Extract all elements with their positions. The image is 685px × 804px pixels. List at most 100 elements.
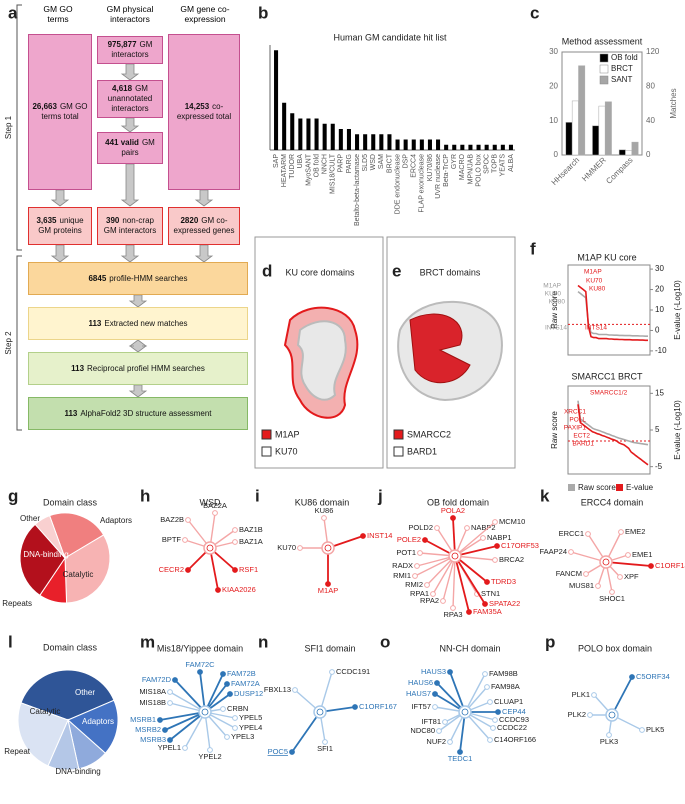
column-header: GM gene co-expression bbox=[165, 4, 245, 24]
x-tick-label: NNCH bbox=[321, 154, 328, 174]
network-node bbox=[434, 525, 440, 531]
box-text: 2820 bbox=[180, 216, 199, 225]
network-edge bbox=[414, 555, 456, 577]
step-label: Step 2 bbox=[4, 331, 13, 355]
network-label: BAZ2B bbox=[160, 515, 184, 524]
network-label: MUS81 bbox=[569, 581, 594, 590]
network-label: NABP2 bbox=[471, 523, 496, 532]
step-label: Step 1 bbox=[4, 115, 13, 139]
network-label: NUF2 bbox=[426, 737, 446, 746]
network-node bbox=[220, 706, 226, 712]
panel-frame bbox=[254, 236, 384, 469]
pie-label: Adaptors bbox=[82, 717, 114, 726]
panel-letter: j bbox=[377, 486, 383, 505]
network-hub bbox=[451, 552, 459, 560]
network-label: BPTF bbox=[162, 535, 182, 544]
network-label: XPF bbox=[624, 572, 639, 581]
network-node bbox=[432, 691, 438, 697]
network-node bbox=[182, 745, 188, 751]
network-edge bbox=[159, 711, 206, 721]
legend-swatch bbox=[261, 429, 272, 440]
network-label: INST14 bbox=[367, 531, 392, 540]
network-label: YPEL4 bbox=[239, 723, 262, 732]
network-label: PLK5 bbox=[646, 725, 664, 734]
network-node bbox=[289, 749, 295, 755]
bar bbox=[379, 134, 384, 150]
bar bbox=[395, 139, 400, 150]
network-node bbox=[232, 539, 238, 545]
box-text: GM GO bbox=[43, 4, 73, 14]
x-tick-label: POLO box bbox=[475, 154, 482, 187]
network-node bbox=[329, 669, 335, 675]
network-edge bbox=[442, 555, 456, 602]
pie-label: Catalytic bbox=[30, 707, 61, 716]
box-text: GM gene co- bbox=[180, 4, 230, 14]
bar bbox=[565, 122, 573, 156]
network-edge bbox=[454, 521, 496, 557]
network-node bbox=[360, 533, 366, 539]
box-text: AlphaFold2 3D structure assessment bbox=[80, 408, 212, 418]
bar bbox=[598, 105, 606, 156]
network-title: OB fold domain bbox=[427, 497, 489, 507]
chart-title: Domain class bbox=[43, 642, 98, 652]
y-axis-label: Raw score bbox=[550, 291, 559, 329]
protein-ku70 bbox=[296, 320, 347, 401]
y-tick-label: 30 bbox=[549, 47, 558, 56]
pie-label: Repeat bbox=[4, 747, 31, 756]
box-content: 6845 profile-HMM searches bbox=[88, 274, 187, 284]
flow-arrow bbox=[120, 163, 140, 207]
network-edge bbox=[319, 671, 333, 713]
network-node bbox=[182, 537, 188, 543]
network-label: STN1 bbox=[481, 589, 500, 598]
panel-letter: b bbox=[258, 3, 268, 22]
panel-frame bbox=[386, 236, 516, 469]
legend-label: E-value bbox=[626, 483, 654, 492]
network-edge bbox=[204, 673, 224, 713]
x-tick-label: MACRO bbox=[459, 153, 466, 180]
network-edge bbox=[464, 673, 486, 713]
flow-box: 441 valid GM pairs bbox=[97, 132, 163, 164]
network-node bbox=[609, 589, 615, 595]
annotation: BARD1 bbox=[572, 441, 594, 448]
network-node bbox=[432, 704, 438, 710]
box-text: interactors bbox=[110, 14, 150, 25]
box-text: 3,635 bbox=[36, 216, 57, 225]
box-text: GM physical bbox=[106, 4, 154, 14]
y-tick-label: 20 bbox=[549, 81, 558, 90]
legend-swatch bbox=[599, 64, 609, 74]
network-node bbox=[583, 571, 589, 577]
legend-label: OB fold bbox=[611, 53, 638, 62]
x-tick-label: HHsearch bbox=[550, 156, 582, 188]
network-label: KU86 bbox=[315, 506, 334, 515]
network-label: RPA2 bbox=[420, 596, 439, 605]
network-label: FAM35A bbox=[473, 607, 502, 616]
bar bbox=[306, 118, 311, 150]
annotation: KU70 bbox=[545, 291, 562, 298]
network-label: RSF1 bbox=[239, 565, 258, 574]
x-tick-label: PARP bbox=[338, 154, 345, 173]
network-edge bbox=[454, 555, 470, 613]
annotation: SMARCC1/2 bbox=[590, 390, 628, 397]
network-label: MIS18B bbox=[139, 698, 166, 707]
network-label: RPA3 bbox=[443, 610, 462, 619]
network-node bbox=[232, 567, 238, 573]
panel-letter: a bbox=[8, 3, 18, 22]
pie-label: Catalytic bbox=[63, 570, 94, 579]
x-tick-label: Betalto-beta-lactamase bbox=[354, 154, 361, 226]
x-tick-label: YEATS bbox=[500, 154, 507, 177]
box-content: 26,663 GM GO terms total bbox=[31, 102, 89, 122]
network-label: FBXL13 bbox=[264, 685, 291, 694]
step-bracket bbox=[16, 4, 22, 251]
network-title: NN-CH domain bbox=[439, 643, 500, 653]
network-node bbox=[224, 734, 230, 740]
network-label: MSRB3 bbox=[140, 735, 166, 744]
network-node bbox=[424, 582, 430, 588]
pie-label: Other bbox=[75, 688, 95, 697]
column-header: GM physical interactors bbox=[90, 4, 170, 24]
series-line bbox=[577, 404, 649, 466]
flow-arrow bbox=[50, 244, 70, 263]
chart-title: Human GM candidate hit list bbox=[333, 32, 447, 42]
x-tick-label: SLD5 bbox=[362, 154, 369, 172]
network-label: HAUS7 bbox=[406, 689, 431, 698]
network-hub bbox=[461, 708, 469, 716]
